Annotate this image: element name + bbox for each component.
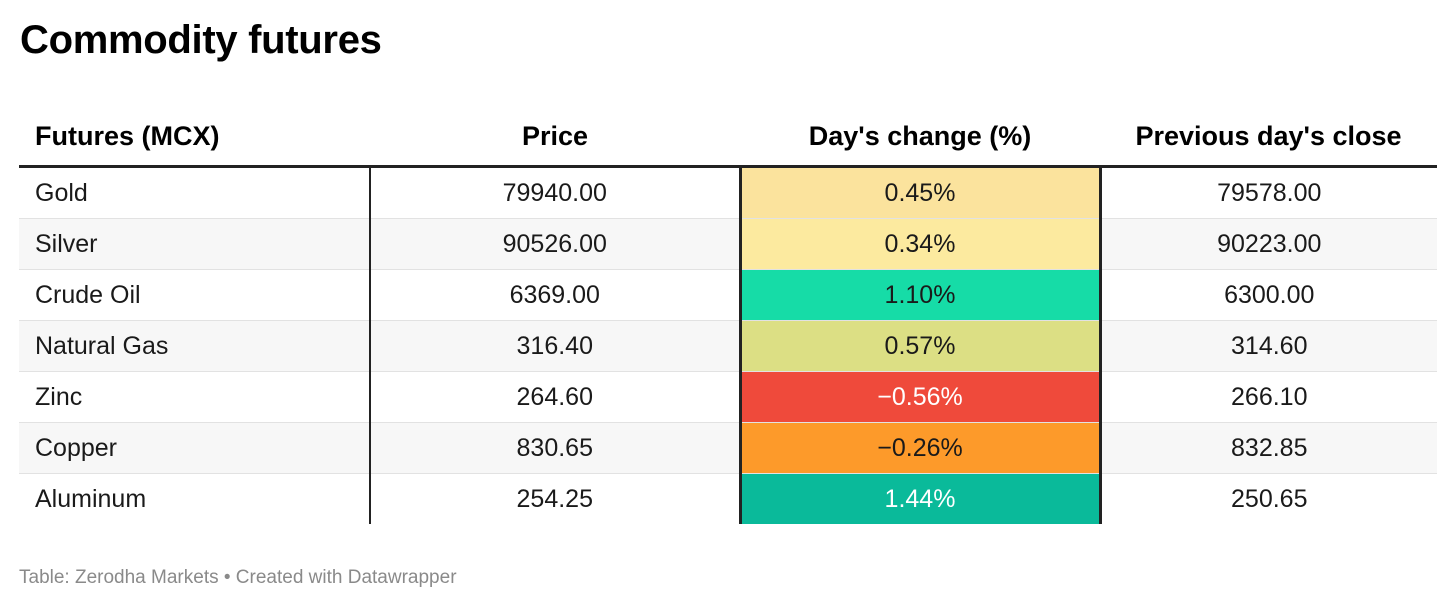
table-row: Aluminum 254.25 1.44% 250.65 <box>19 473 1437 524</box>
cell-price: 90526.00 <box>370 218 740 270</box>
cell-futures-name: Silver <box>19 218 371 270</box>
cell-days-change: −0.26% <box>738 422 1102 474</box>
cell-prev-close: 314.60 <box>1100 320 1437 372</box>
cell-days-change: 0.34% <box>738 218 1102 270</box>
cell-futures-name: Copper <box>19 422 371 474</box>
cell-days-change: 0.45% <box>738 166 1102 219</box>
table-row: Copper 830.65 −0.26% 832.85 <box>19 422 1437 474</box>
cell-futures-name: Zinc <box>19 371 371 423</box>
source-footer: Table: Zerodha Markets • Created with Da… <box>19 567 457 588</box>
cell-prev-close: 90223.00 <box>1100 218 1437 270</box>
cell-prev-close: 6300.00 <box>1100 269 1437 321</box>
cell-prev-close: 832.85 <box>1100 422 1437 474</box>
column-header-change[interactable]: Day's change (%) <box>740 107 1100 168</box>
table-row: Silver 90526.00 0.34% 90223.00 <box>19 218 1437 270</box>
commodity-table: Futures (MCX) Price Day's change (%) Pre… <box>19 107 1437 524</box>
cell-days-change: 1.44% <box>738 473 1102 524</box>
cell-days-change: 0.57% <box>738 320 1102 372</box>
table-body: Gold 79940.00 0.45% 79578.00 Silver 90526.00 0… <box>19 166 1437 524</box>
column-header-futures[interactable]: Futures (MCX) <box>19 107 370 168</box>
cell-price: 79940.00 <box>370 166 740 219</box>
cell-futures-name: Gold <box>19 166 371 219</box>
chart-title: Commodity futures <box>20 18 382 62</box>
header-row: Futures (MCX) Price Day's change (%) Pre… <box>19 107 1437 168</box>
table-row: Crude Oil 6369.00 1.10% 6300.00 <box>19 269 1437 321</box>
cell-price: 254.25 <box>516 484 593 513</box>
cell-price: 6369.00 <box>370 269 740 321</box>
column-header-price[interactable]: Price <box>370 107 740 168</box>
cell-prev-close: 266.10 <box>1100 371 1437 423</box>
table-row: Gold 79940.00 0.45% 79578.00 <box>19 166 1437 219</box>
cell-price: 830.65 <box>370 422 740 474</box>
cell-futures-name: Crude Oil <box>19 269 371 321</box>
cell-prev-close: 250.65 <box>1231 484 1308 513</box>
cell-price: 264.60 <box>370 371 740 423</box>
cell-price: 316.40 <box>370 320 740 372</box>
column-header-prev-close[interactable]: Previous day's close <box>1100 107 1437 168</box>
table-row: Natural Gas 316.40 0.57% 314.60 <box>19 320 1437 372</box>
cell-futures-name: Natural Gas <box>19 320 371 372</box>
table-row: Zinc 264.60 −0.56% 266.10 <box>19 371 1437 423</box>
cell-days-change: 1.10% <box>738 269 1102 321</box>
cell-prev-close: 79578.00 <box>1100 166 1437 219</box>
cell-futures-name: Aluminum <box>19 473 371 524</box>
cell-days-change: −0.56% <box>738 371 1102 423</box>
